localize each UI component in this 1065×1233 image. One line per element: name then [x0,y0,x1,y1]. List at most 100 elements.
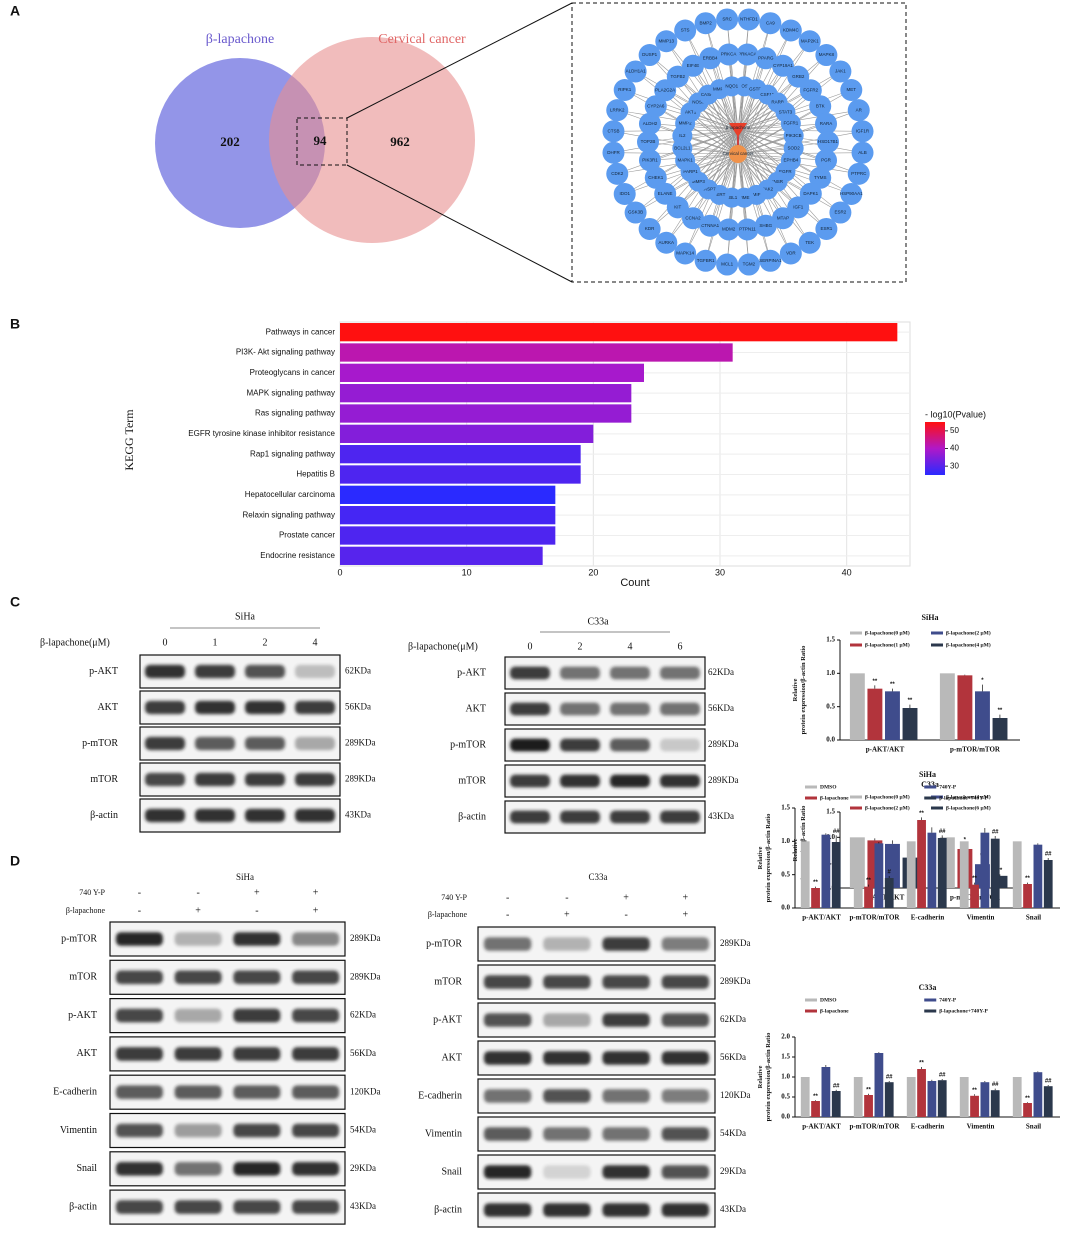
treatment-sign: - [138,905,141,916]
legend-label: β-lapachone [820,795,849,801]
y-tick-label: Proteoglycans in cancer [250,368,336,377]
x-tick-label: p-mTOR/mTOR [950,746,1001,754]
blot-band [610,666,650,680]
dose: 2 [263,637,268,648]
blot-band [483,975,532,989]
blot-band [245,772,285,787]
size-label: 62KDa [345,666,371,676]
treatment-sign: - [565,892,568,903]
bar [937,1080,947,1117]
network-node [772,207,794,230]
significance: ## [833,829,840,835]
network-node [674,242,697,265]
protein-label: Vimentin [60,1125,97,1136]
blot-band [174,1200,222,1214]
blot-band [510,702,550,716]
blot-band [292,932,340,946]
blot-band [560,702,600,716]
node-label: CHEK1 [648,175,664,180]
significance: ** [972,1088,977,1094]
blot-band [195,664,235,679]
y-tick-label: 0.0 [826,736,835,744]
significance: ## [886,1075,893,1081]
protein-label: AKT [441,1052,462,1063]
network-edge [737,30,792,131]
node-label: MMP2 [679,121,692,126]
protein-label: mTOR [69,972,97,983]
protein-label: p-mTOR [426,938,462,949]
network-node [602,141,625,164]
significance: ** [1025,876,1030,882]
network-node [699,47,722,70]
network-node [787,196,810,219]
protein-label: β-actin [458,811,486,822]
network-edge [737,153,750,265]
colorbar-label: 50 [950,426,959,435]
blot-band [660,666,700,680]
blot-band [174,970,222,985]
cell-label: C33a [587,616,609,627]
network-node [666,65,689,88]
legend-label: β-lapachone+740Y-P [939,795,988,801]
node-label: CTSB [607,128,619,133]
y-tick-label: 1.0 [826,833,835,841]
dose-label: β-lapachone(μM) [40,637,110,648]
significance: ** [813,880,818,886]
node-label: GSK3B [628,210,643,215]
blot-band [292,1085,340,1099]
node-label: RARB [771,100,784,105]
venn-left-label: β-lapachone [206,32,275,47]
network-edge [737,129,757,195]
network-node [840,182,863,205]
network-node [817,131,839,153]
x-tick-label: 40 [842,567,852,577]
legend-label: 740Y-P [939,997,957,1003]
network-node [815,217,838,240]
legend-swatch [805,1009,817,1013]
blot-band [510,666,550,680]
network-node [602,120,625,143]
x-axis-title: Count [620,577,649,589]
blot-band [292,1200,340,1214]
bar [980,832,990,908]
network-node [654,182,677,205]
size-label: 43KDa [708,811,734,821]
network-edge [705,23,739,131]
bar [1033,844,1043,908]
legend-swatch [931,806,943,810]
bar [917,820,926,908]
node-label: MMP13 [659,38,675,43]
chart-title: SiHa [919,770,936,779]
cell-label: C33a [589,872,608,882]
blot-band [560,738,600,752]
blot-band [174,1123,222,1138]
x-tick-label: Snail [1026,914,1041,922]
node-label: TGM2 [743,262,756,267]
treatment-sign: + [623,892,629,903]
dose: 1 [213,637,218,648]
significance: ## [1045,1079,1052,1085]
blot-band [610,738,650,752]
blot-band [661,1089,710,1103]
node-label: Cervical cancer [722,151,754,156]
node-label: LRRK2 [610,107,625,112]
node-label: ALDH2 [643,121,658,126]
legend-label: β-lapachone(0 μM) [865,793,910,800]
node-label: KDM4C [783,28,800,33]
blot-band [510,810,550,824]
treatment-sign: + [564,909,570,920]
legend-swatch [850,631,862,635]
legend-swatch [931,643,943,647]
significance: ** [872,679,877,685]
network-node [638,44,661,67]
bar [340,546,543,565]
network-edge [690,111,739,155]
legend-label: β-lapachone [820,1008,849,1014]
legend-label: 740Y-P [939,784,957,790]
network-node [736,218,759,241]
bar [340,424,594,443]
node-label: JAK2 [762,187,773,192]
network-node [772,54,794,77]
protein-label: β-actin [90,810,118,821]
treatment-sign: + [313,905,319,916]
